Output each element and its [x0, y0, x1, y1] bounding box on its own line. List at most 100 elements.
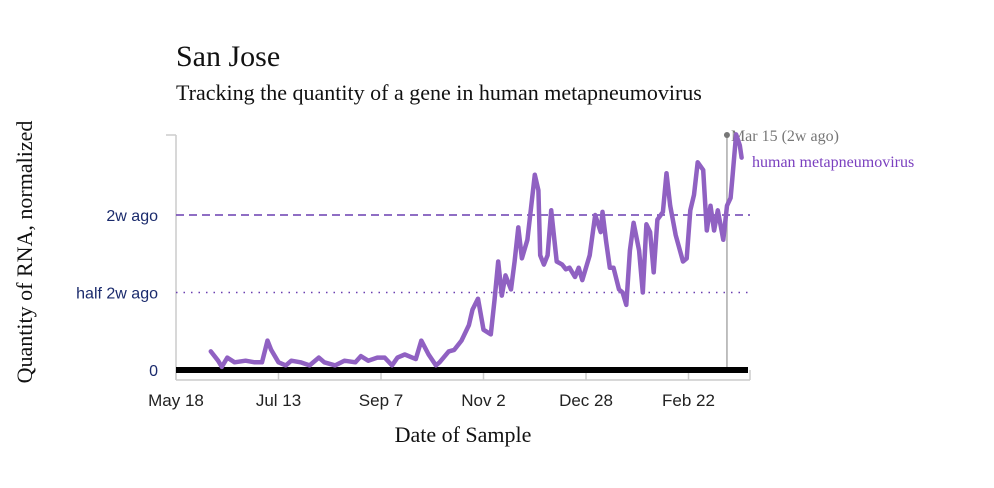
zero-baseline — [176, 367, 748, 373]
data-point — [628, 249, 632, 253]
data-point — [549, 208, 553, 212]
x-tick-label: Sep 7 — [359, 391, 403, 410]
data-point — [253, 360, 257, 364]
data-point — [447, 349, 451, 353]
data-point — [688, 208, 692, 212]
data-point — [729, 196, 733, 200]
data-point — [538, 253, 542, 257]
data-point — [696, 160, 700, 164]
data-point — [476, 297, 480, 301]
data-point — [661, 210, 665, 214]
data-point — [641, 291, 645, 294]
data-point — [608, 266, 612, 270]
data-point — [322, 360, 326, 364]
data-point — [568, 266, 572, 270]
data-point — [705, 229, 709, 232]
data-point — [584, 266, 588, 270]
data-point — [674, 233, 678, 237]
data-point — [564, 267, 568, 271]
data-point — [730, 176, 734, 180]
chart-subtitle: Tracking the quantity of a gene in human… — [176, 80, 702, 105]
data-point — [277, 360, 281, 364]
data-point — [632, 221, 636, 225]
data-point — [233, 360, 237, 364]
data-point — [220, 365, 224, 369]
data-point — [617, 287, 621, 291]
data-point — [503, 273, 507, 277]
data-point — [644, 222, 648, 226]
data-point — [536, 188, 540, 192]
data-point — [624, 303, 628, 307]
data-point — [383, 356, 387, 360]
data-point — [580, 278, 584, 282]
data-point — [496, 260, 500, 263]
data-point — [284, 363, 288, 367]
data-point — [542, 263, 546, 267]
chart-title: San Jose — [176, 40, 280, 73]
data-point — [708, 204, 712, 208]
data-point — [419, 339, 423, 343]
data-point — [692, 193, 696, 197]
data-point — [648, 230, 652, 234]
data-point — [452, 348, 456, 352]
data-point — [520, 256, 524, 260]
x-axis-label: Date of Sample — [395, 422, 532, 447]
x-tick-label: May 18 — [148, 391, 204, 410]
data-point — [734, 132, 738, 136]
data-point — [225, 356, 229, 360]
data-point — [359, 354, 363, 358]
data-point — [577, 266, 581, 270]
data-point — [588, 253, 592, 257]
data-point — [701, 168, 705, 172]
data-point — [599, 230, 603, 234]
y-tick-label: 0 — [149, 363, 158, 380]
data-point — [308, 363, 312, 367]
data-point — [740, 156, 744, 160]
data-point — [712, 229, 716, 232]
data-point — [298, 360, 302, 364]
data-point — [492, 298, 496, 302]
data-point — [500, 294, 504, 298]
data-point — [555, 260, 559, 263]
data-point — [467, 323, 471, 327]
data-point — [489, 332, 493, 336]
data-point — [593, 213, 597, 217]
data-point — [390, 363, 394, 367]
data-point — [637, 249, 641, 253]
data-point — [266, 339, 270, 343]
data-point — [681, 260, 685, 263]
data-point — [403, 353, 407, 356]
data-point — [209, 349, 213, 353]
data-point — [317, 356, 321, 360]
data-point — [668, 204, 672, 208]
data-point — [244, 359, 248, 363]
data-point — [611, 266, 615, 270]
data-point — [353, 360, 357, 364]
data-point — [573, 275, 577, 279]
data-point — [546, 253, 550, 257]
data-point — [482, 328, 486, 332]
data-point — [395, 356, 399, 360]
y-axis-label: Quantity of RNA, normalized — [12, 121, 37, 384]
data-point — [342, 359, 346, 363]
data-point — [438, 360, 442, 364]
data-point — [460, 339, 464, 343]
data-point — [533, 173, 537, 177]
data-point — [516, 225, 520, 229]
data-point — [716, 208, 720, 212]
data-point — [269, 348, 273, 352]
x-tick-label: Nov 2 — [461, 391, 505, 410]
data-point — [560, 263, 564, 267]
data-point — [621, 291, 625, 294]
data-point — [600, 210, 604, 214]
x-tick-label: Jul 13 — [256, 391, 301, 410]
marker-label: Mar 15 (2w ago) — [731, 128, 839, 145]
data-point — [375, 356, 379, 360]
y-tick-label: half 2w ago — [76, 286, 158, 303]
data-point — [289, 359, 293, 363]
data-point — [738, 143, 742, 147]
data-point — [655, 218, 659, 222]
data-point — [366, 359, 370, 363]
series-label: human metapneumovirus — [752, 154, 914, 171]
